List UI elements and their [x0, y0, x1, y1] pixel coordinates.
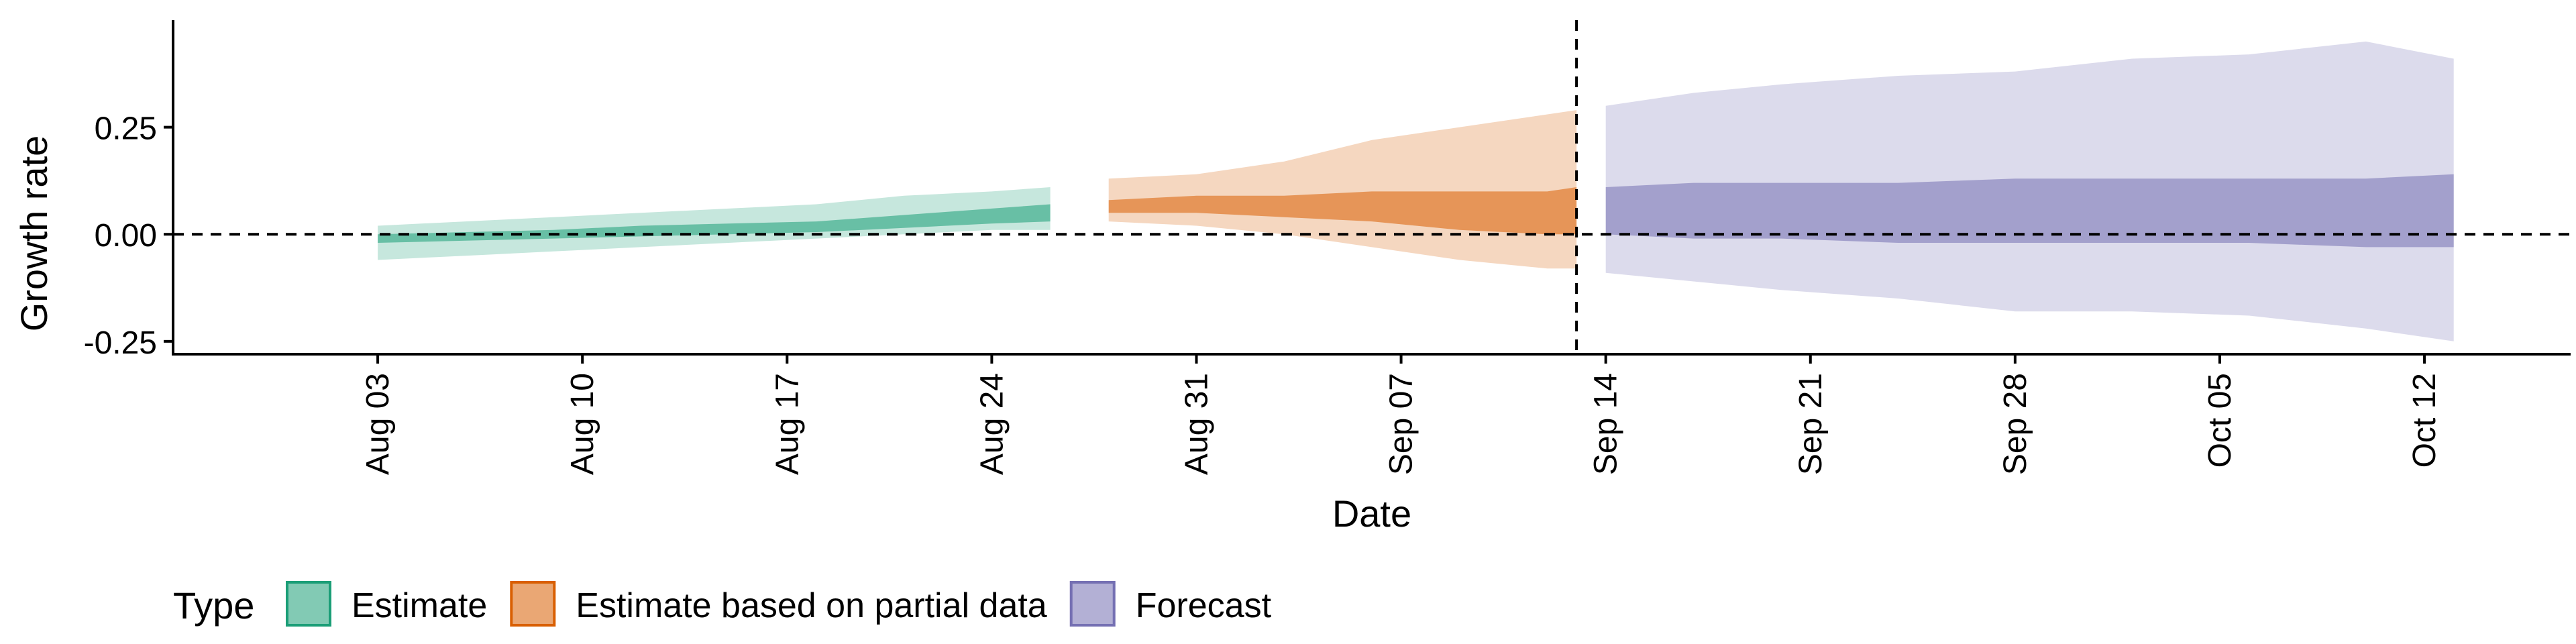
legend-swatch-estimate [286, 581, 331, 627]
legend-label-estimate-based-on-partial-data: Estimate based on partial data [576, 586, 1047, 625]
forecast-50-band [1605, 174, 2454, 248]
x-tick-label: Sep 07 [1384, 373, 1419, 475]
estimate-50-band [378, 204, 1051, 243]
x-tick-label: Oct 12 [2407, 373, 2443, 468]
x-tick-label: Sep 14 [1589, 373, 1624, 475]
plot-area: -0.25 0.00 0.25 Aug 03 Aug 10 Aug 17 Aug 24 Aug… [84, 20, 2571, 475]
x-tick-label: Aug 24 [974, 373, 1010, 475]
x-tick-label: Sep 28 [1998, 373, 2033, 475]
y-tick-label: 0.25 [95, 111, 157, 147]
x-tick-label: Aug 31 [1179, 373, 1215, 475]
x-tick-label: Aug 17 [769, 373, 805, 475]
estimate-based-on-partial-data-90-band [1108, 110, 1577, 269]
legend-label-forecast: Forecast [1136, 586, 1272, 625]
legend-label-estimate: Estimate [352, 586, 487, 625]
estimate-based-on-partial-data-50-band [1108, 187, 1577, 235]
estimate-90-band [378, 187, 1051, 260]
legend-swatch-estimate-based-on-partial-data [510, 581, 556, 627]
x-tick-label: Aug 03 [360, 373, 396, 475]
x-tick-label: Sep 21 [1793, 373, 1829, 475]
legend-swatch-forecast [1069, 581, 1116, 627]
x-axis-title: Date [1332, 492, 1411, 535]
x-tick-label: Aug 10 [565, 373, 600, 475]
x-tick-label: Oct 05 [2202, 373, 2238, 468]
y-tick-label: 0.00 [95, 218, 157, 254]
legend: Type Estimate Estimate based on partial d… [173, 581, 1272, 627]
legend-title: Type [173, 584, 254, 627]
y-tick-label: -0.25 [84, 325, 157, 361]
y-axis-title: Growth rate [13, 136, 55, 332]
